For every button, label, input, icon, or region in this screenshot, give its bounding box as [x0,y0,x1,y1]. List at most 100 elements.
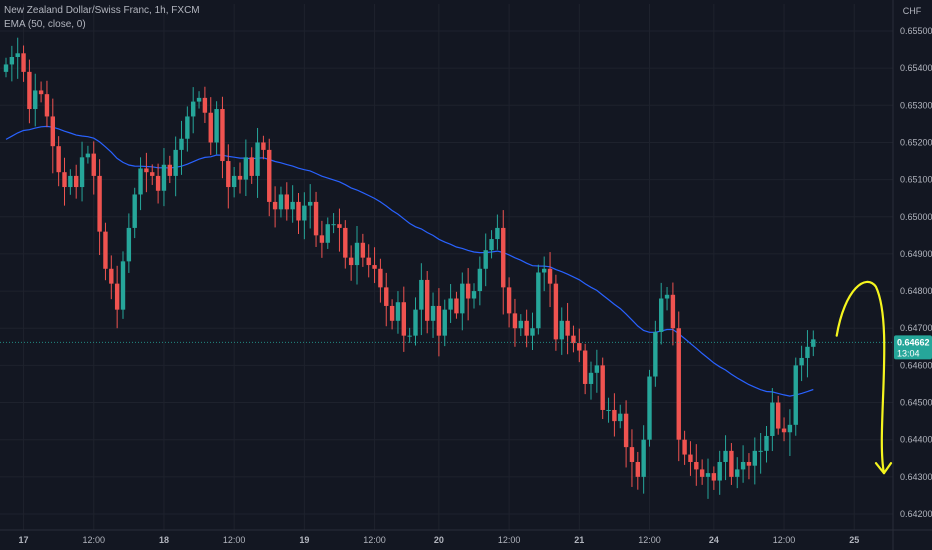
candle [132,187,137,239]
candle-body [740,461,746,470]
time-tick-label: 12:00 [223,535,246,545]
candle [547,252,553,308]
candle [9,45,15,82]
candle-body [477,268,483,292]
candle [191,87,196,134]
candle [272,186,278,228]
candle-body [366,257,371,266]
candle-body [770,402,775,436]
candle [384,272,389,327]
candle-body [454,298,459,314]
candle [202,86,208,123]
candle-body [425,279,430,321]
candle-body [150,172,155,176]
candle [670,282,676,346]
candle [799,345,804,382]
candle [348,245,354,281]
candle [582,343,588,395]
candle-body [114,283,120,310]
candle [577,328,582,363]
candle-body [15,53,20,58]
candle-body [231,175,237,188]
candle-body [62,172,67,188]
candle-body [641,439,646,477]
candle [109,255,114,300]
candle [120,251,126,319]
candle [530,312,535,351]
currency-label: CHF [903,6,922,16]
candle [337,208,342,252]
candle [27,59,32,124]
candle [255,127,260,198]
candle [659,282,664,345]
candle [740,445,746,483]
candle [155,163,161,204]
price-tick-label: 0.65400 [900,63,932,73]
candle-body [524,320,529,336]
candle [261,135,266,160]
price-axis[interactable]: CHF 0.65500 0.65400 0.65300 0.65200 0.65100 0.… [894,6,932,519]
candle-body [202,97,208,113]
candle [454,291,459,319]
candle-body [811,339,816,347]
time-tick-label: 12:00 [638,535,661,545]
candle [237,162,243,194]
candle-body [155,175,161,191]
time-tick-label: 12:00 [82,535,105,545]
candle [290,185,295,223]
forecast-arrow-curve [835,280,886,475]
candle-body [27,71,32,110]
candle-body [758,450,763,452]
candle-body [389,305,395,321]
candle-body [717,461,722,481]
candle [612,393,617,437]
candle [770,388,775,452]
candle [419,263,424,336]
price-tick-label: 0.64300 [900,472,932,482]
candle-body [735,469,740,477]
candle-body [618,413,623,422]
candle-body [284,194,289,210]
price-tick-label: 0.64600 [900,360,932,370]
candle-body [565,320,570,336]
candle [214,101,219,155]
candle-body [132,194,137,228]
candle [623,400,629,468]
candle [653,320,658,387]
candle [407,327,412,343]
candle [114,265,120,329]
candle-body [787,424,793,433]
candle-body [536,272,541,329]
time-axis[interactable]: 17 12:00 18 12:00 19 12:00 20 12:00 21 12:00 24 12:… [19,535,860,545]
candle-body [126,227,132,262]
candle-body [278,194,284,210]
chart-symbol-title[interactable]: New Zealand Dollar/Swiss Franc, 1h, FXCM [4,5,200,16]
candle-body [776,402,781,429]
candle-body [635,461,640,477]
candle [641,425,646,494]
candle-body [337,224,342,228]
candle [302,192,307,240]
candle-body [21,53,26,72]
candle-body [196,97,202,102]
candle-body [68,175,73,188]
candle [512,298,518,347]
candle [296,192,301,235]
ema-indicator-legend[interactable]: EMA (50, close, 0) [4,19,86,30]
candle [553,274,559,351]
candle [518,314,523,336]
candle [308,184,313,229]
candle-body [226,161,231,188]
candle [781,417,787,442]
time-tick-label: 17 [19,535,29,545]
last-price-tag [894,335,932,360]
candle-body [711,473,717,481]
price-tick-label: 0.64500 [900,398,932,408]
candle [471,283,477,309]
candle-body [255,142,260,176]
candle-body [430,305,436,321]
candle [354,226,360,285]
candle-body [729,450,734,477]
